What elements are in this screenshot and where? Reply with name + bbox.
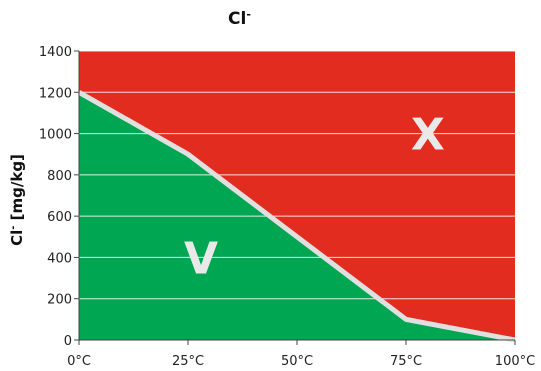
- plot-area: XV: [77, 50, 516, 343]
- x-tick-label-75: 75°C: [390, 354, 422, 369]
- x-tick-label-0: 0°C: [67, 354, 91, 369]
- y-tick-label-200: 200: [47, 293, 72, 308]
- y-axis: 0 200 400 600 800 1000 1200 1400: [39, 45, 80, 349]
- region-label-x: X: [411, 110, 445, 161]
- chart-title: Cl-: [228, 8, 251, 29]
- x-tick-label-50: 50°C: [281, 354, 313, 369]
- y-tick-label-400: 400: [47, 251, 72, 266]
- y-tick-label-800: 800: [47, 169, 72, 184]
- x-tick-label-100: 100°C: [495, 354, 535, 369]
- y-tick-label-1400: 1400: [39, 45, 72, 60]
- boundary-line: [77, 90, 516, 343]
- y-tick-label-1000: 1000: [39, 128, 72, 143]
- x-axis: 0°C 25°C 50°C 75°C 100°C: [67, 339, 535, 369]
- y-tick-label-1200: 1200: [39, 86, 72, 101]
- svg-text:Cl- [mg/kg]: Cl- [mg/kg]: [8, 154, 26, 246]
- x-tick-label-25: 25°C: [172, 354, 204, 369]
- y-axis-label: Cl- [mg/kg]: [8, 154, 26, 246]
- y-tick-label-600: 600: [47, 210, 72, 225]
- region-label-v: V: [184, 233, 218, 284]
- y-tick-label-0: 0: [64, 334, 72, 349]
